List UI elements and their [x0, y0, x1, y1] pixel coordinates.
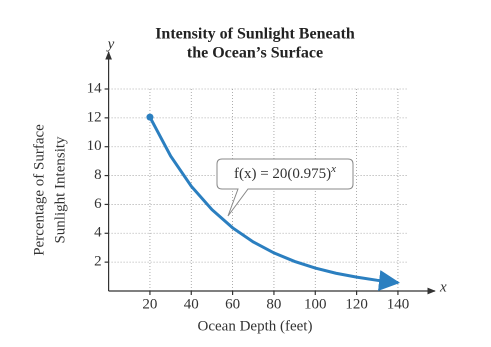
y-axis-label: Percentage of Surface — [31, 124, 47, 256]
x-tick-label: 120 — [345, 296, 368, 312]
data-line — [148, 116, 401, 291]
y-tick-label: 2 — [94, 254, 102, 270]
x-tick-label: 80 — [266, 296, 281, 312]
x-symbol: x — [439, 279, 447, 295]
x-axis-label: Ocean Depth (feet) — [198, 318, 313, 334]
x-tick-label: 60 — [225, 296, 240, 312]
annotation: f(x) = 20(0.975)x — [234, 163, 336, 183]
x-tick-label: 40 — [184, 296, 199, 312]
y-tick-label: 12 — [87, 109, 102, 125]
y-tick-label: 14 — [87, 80, 103, 96]
y-tick-label: 8 — [94, 167, 102, 183]
x-tick-label: 100 — [304, 296, 327, 312]
y-tick-label: 10 — [87, 138, 102, 154]
callout-box — [216, 158, 354, 217]
start-point — [146, 113, 154, 121]
y-tick-label: 6 — [94, 196, 102, 212]
y-tick-label: 4 — [94, 225, 102, 241]
chart-title: the Ocean’s Surface — [187, 45, 323, 62]
annotation-superscript: x — [330, 163, 336, 175]
y-axis-label: Sunlight Intensity — [52, 136, 68, 244]
x-tick-label: 140 — [387, 296, 410, 312]
y-symbol: y — [106, 36, 115, 52]
annotation-text: f(x) = 20(0.975) — [234, 166, 331, 182]
x-tick-label: 20 — [142, 296, 157, 312]
chart-title: Intensity of Sunlight Beneath — [155, 26, 355, 43]
